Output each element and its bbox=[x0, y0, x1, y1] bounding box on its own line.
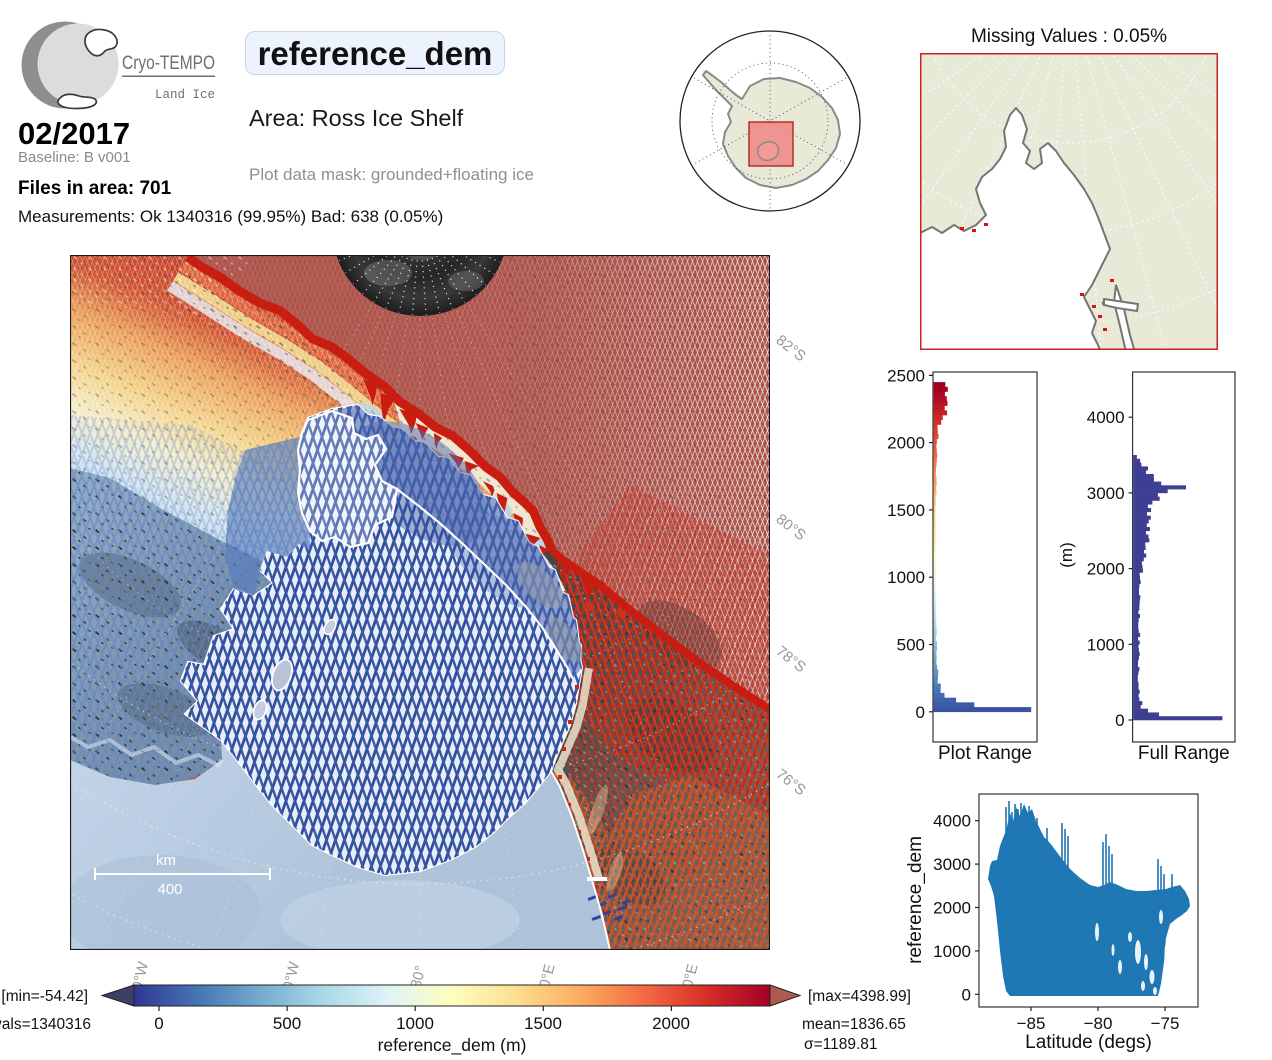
svg-text:400: 400 bbox=[157, 881, 182, 898]
svg-text:−80: −80 bbox=[1084, 1014, 1113, 1033]
svg-text:km: km bbox=[156, 852, 176, 869]
svg-text:1000: 1000 bbox=[933, 942, 971, 961]
svg-text:1000: 1000 bbox=[887, 568, 925, 587]
svg-text:0: 0 bbox=[962, 985, 971, 1004]
svg-text:80°S: 80°S bbox=[773, 511, 809, 545]
svg-text:500: 500 bbox=[897, 636, 925, 655]
svg-text:Cryo-TEMPO: Cryo-TEMPO bbox=[122, 52, 215, 74]
svg-text:2500: 2500 bbox=[887, 366, 925, 385]
svg-text:(m): (m) bbox=[1060, 542, 1076, 567]
svg-text:1000: 1000 bbox=[1087, 635, 1125, 654]
svg-text:3000: 3000 bbox=[933, 855, 971, 874]
svg-text:−85: −85 bbox=[1017, 1014, 1046, 1033]
svg-text:2000: 2000 bbox=[933, 899, 971, 918]
svg-text:Full Range: Full Range bbox=[1138, 743, 1230, 764]
svg-text:4000: 4000 bbox=[933, 812, 971, 831]
svg-text:−75: −75 bbox=[1151, 1014, 1180, 1033]
svg-text:reference_dem: reference_dem bbox=[905, 836, 926, 964]
svg-text:Plot Range: Plot Range bbox=[938, 743, 1032, 764]
svg-text:78°S: 78°S bbox=[773, 643, 809, 677]
svg-text:3000: 3000 bbox=[1087, 484, 1125, 503]
svg-text:0: 0 bbox=[916, 703, 925, 722]
svg-text:Land Ice: Land Ice bbox=[155, 88, 215, 102]
svg-text:2000: 2000 bbox=[887, 434, 925, 453]
svg-text:76°S: 76°S bbox=[773, 766, 809, 800]
svg-text:82°S: 82°S bbox=[773, 332, 809, 366]
svg-text:Latitude (degs): Latitude (degs) bbox=[1025, 1032, 1152, 1053]
svg-text:2000: 2000 bbox=[1087, 560, 1125, 579]
svg-text:1500: 1500 bbox=[887, 501, 925, 520]
svg-text:4000: 4000 bbox=[1087, 408, 1125, 427]
svg-text:0: 0 bbox=[1115, 711, 1124, 730]
